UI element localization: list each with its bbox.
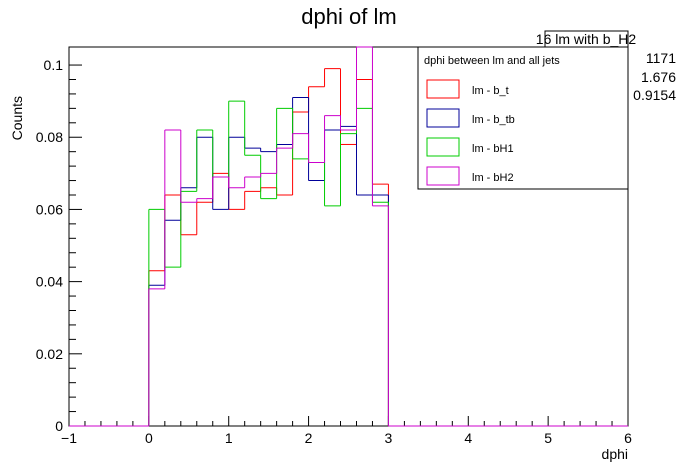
y-tick-label: 0.1 [44,57,64,73]
chart-title: dphi of lm [301,4,396,29]
stats-value-mean: 1.676 [641,69,676,85]
x-tick-label: 3 [385,430,393,446]
y-tick-label: 0.08 [36,129,63,145]
x-tick-label: 6 [624,430,632,446]
legend-swatch [426,137,460,157]
x-tick-label: 0 [145,430,153,446]
legend-swatch [426,108,460,128]
x-tick-label: 5 [544,430,552,446]
y-tick-label: 0 [55,418,63,434]
x-tick-label: −1 [61,430,77,446]
y-tick-label: 0.04 [36,274,63,290]
legend-label: lm - b_tb [472,114,515,126]
series-4 [69,46,628,427]
x-tick-label: 1 [225,430,233,446]
legend-swatch [426,166,460,186]
legend-label: lm - bH1 [472,143,514,155]
plot-frame [68,46,629,427]
y-tick-label: 0.02 [36,346,63,362]
x-tick-label: 2 [305,430,313,446]
x-tick-label: 4 [464,430,472,446]
stats-value-entries: 1171 [646,50,676,66]
legend-label: lm - b_t [472,85,509,97]
legend: dphi between lm and all jets lm - b_tlm … [417,46,629,190]
axis-ticks: −1 0 1 2 3 4 5 600.020.040.060.080.1 [36,57,632,446]
legend-swatch [426,79,460,99]
legend-header: dphi between lm and all jets [424,55,560,67]
legend-label: lm - bH2 [472,172,514,184]
stats-title: 16 lm with b_H2 [536,31,637,47]
y-axis-label: Counts [9,96,25,140]
stats-value-std: 0.9154 [633,87,676,103]
histogram-series [69,46,628,427]
x-axis-label: dphi [602,446,628,462]
y-tick-label: 0.06 [36,201,63,217]
legend-box [417,46,629,190]
